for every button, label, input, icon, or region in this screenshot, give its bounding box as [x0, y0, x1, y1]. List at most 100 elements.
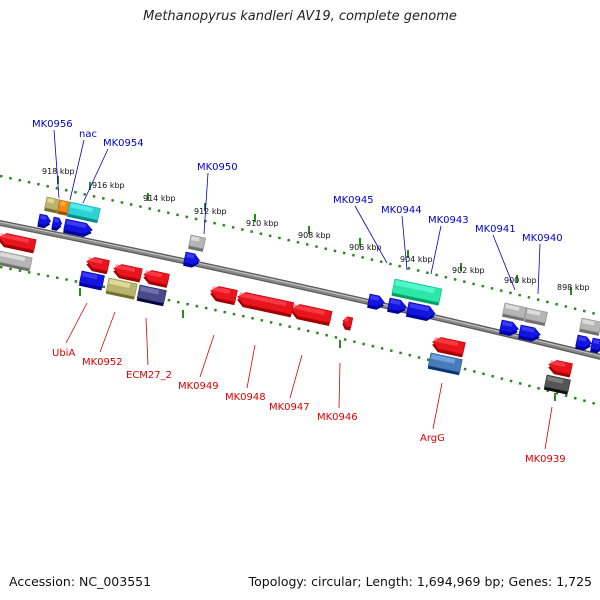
- lower-gene-label: MK0952: [82, 357, 123, 368]
- feature-highlight: [0, 252, 26, 262]
- feature-highlight: [211, 286, 231, 295]
- upper-leader-line: [354, 205, 388, 264]
- feature-highlight: [0, 233, 30, 243]
- feature-highlight: [185, 253, 195, 259]
- lower-leader-line: [338, 362, 341, 409]
- feature-highlight: [526, 309, 541, 316]
- lower-leader-line: [544, 406, 553, 450]
- lower-gene-label: UbiA: [52, 348, 75, 359]
- blue-arrow: [518, 324, 541, 342]
- upper-gene-label: MK0956: [32, 119, 73, 130]
- upper-gene-label: MK0954: [103, 138, 144, 149]
- feature-highlight: [430, 354, 456, 364]
- red-arrow: [210, 286, 238, 306]
- lower-leader-line: [145, 317, 149, 366]
- feature-highlight: [65, 220, 87, 229]
- red-arrow: [86, 257, 110, 275]
- blue-arrow: [405, 301, 436, 322]
- red-arrow: [237, 292, 295, 318]
- feature-highlight: [238, 292, 287, 307]
- blue-arrow: [590, 337, 600, 354]
- upper-gene-label: MK0950: [197, 162, 238, 173]
- feature-highlight: [394, 280, 435, 294]
- feature-highlight: [139, 286, 160, 295]
- label-leaders: [53, 129, 553, 450]
- gray-box: [524, 307, 548, 327]
- upper-leader-line: [82, 148, 109, 204]
- feature-highlight: [592, 339, 600, 345]
- gray-box: [579, 317, 600, 336]
- feature-highlight: [87, 257, 103, 264]
- feature-highlight: [46, 198, 55, 204]
- accession-text: Accession: NC_003551: [9, 574, 152, 589]
- upper-gene-label: MK0944: [381, 205, 422, 216]
- lower-gene-label: MK0946: [317, 412, 358, 423]
- upper-gene-label: MK0940: [522, 233, 563, 244]
- lower-leader-line: [246, 344, 256, 389]
- gray-box: [502, 302, 527, 322]
- feature-highlight: [81, 272, 98, 280]
- orange-box: [57, 199, 71, 216]
- blue-arrow: [183, 251, 200, 268]
- feature-highlight: [54, 218, 60, 223]
- upper-gene-label: nac: [79, 129, 97, 140]
- feature-highlight: [408, 303, 430, 312]
- slate-box: [136, 284, 167, 307]
- lower-gene-label: MK0939: [525, 454, 566, 465]
- upper-gene-label: MK0943: [428, 215, 469, 226]
- lower-leader-line: [289, 354, 303, 399]
- scale-tick-label: 898 kbp: [557, 283, 590, 292]
- upper-gene-label: MK0941: [475, 224, 516, 235]
- scale-tick-label: 916 kbp: [92, 181, 125, 190]
- red-arrow: [548, 360, 573, 378]
- lower-gene-label: ArgG: [420, 433, 445, 444]
- blue-arrow: [499, 319, 519, 336]
- lower-leader-line: [432, 382, 443, 430]
- upper-leader-line: [53, 129, 60, 199]
- scale-tick-label: 908 kbp: [298, 231, 331, 240]
- blue-arrow: [575, 334, 592, 351]
- upper-leader-line: [69, 139, 85, 201]
- feature-highlight: [114, 264, 136, 273]
- red-arrow: [143, 270, 170, 288]
- lower-gene-label: MK0949: [178, 381, 219, 392]
- feature-highlight: [344, 317, 350, 322]
- feature-highlight: [520, 326, 535, 333]
- feature-highlight: [369, 295, 380, 301]
- feature-highlight: [577, 336, 587, 342]
- feature-highlight: [581, 319, 595, 326]
- steel-box: [427, 352, 463, 376]
- lower-leader-line: [99, 311, 116, 353]
- feature-highlight: [549, 360, 566, 368]
- lower-gene-label: MK0948: [225, 392, 266, 403]
- scale-tick-label: 912 kbp: [194, 207, 227, 216]
- backbone: [0, 219, 600, 360]
- feature-highlight: [504, 304, 520, 311]
- upper-gene-label: MK0945: [333, 195, 374, 206]
- blue-box: [78, 270, 105, 291]
- feature-highlight: [389, 299, 401, 306]
- teal-box: [66, 201, 101, 224]
- gray-box: [188, 234, 207, 252]
- lower-gene-label: ECM27_2: [126, 370, 172, 381]
- scale-tick-label: 904 kbp: [400, 255, 433, 264]
- genome-stats-text: Topology: circular; Length: 1,694,969 bp…: [248, 574, 592, 589]
- feature-highlight: [190, 236, 200, 242]
- red-arrow: [113, 264, 143, 283]
- upper-leader-line: [203, 172, 209, 235]
- feature-highlight: [40, 215, 47, 220]
- blue-arrow: [37, 213, 52, 229]
- scale-tick-label: 918 kbp: [42, 167, 75, 176]
- map-title: Methanopyrus kandleri AV19, complete gen…: [143, 9, 457, 24]
- blue-arrow: [387, 297, 407, 314]
- red-arrow: [342, 316, 354, 331]
- feature-highlight: [108, 279, 131, 289]
- feature-highlight: [501, 321, 513, 328]
- red-arrow: [291, 304, 333, 326]
- gene-features: [0, 196, 600, 395]
- olive-box: [105, 277, 138, 300]
- blue-arrow: [63, 218, 93, 238]
- blue-arrow: [367, 293, 385, 310]
